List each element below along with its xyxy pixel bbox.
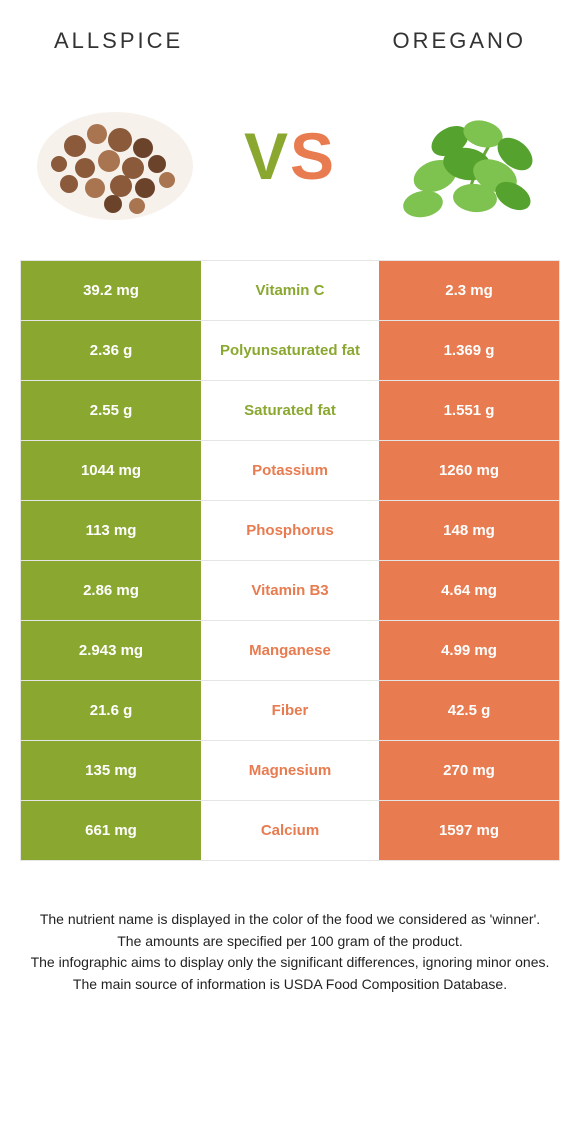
nutrient-label: Vitamin B3 — [201, 561, 379, 620]
right-value: 4.99 mg — [379, 621, 559, 680]
right-value: 148 mg — [379, 501, 559, 560]
left-value: 1044 mg — [21, 441, 201, 500]
nutrient-label: Magnesium — [201, 741, 379, 800]
nutrient-label: Manganese — [201, 621, 379, 680]
nutrient-label: Polyunsaturated fat — [201, 321, 379, 380]
table-row: 39.2 mgVitamin C2.3 mg — [21, 261, 559, 321]
nutrient-label: Phosphorus — [201, 501, 379, 560]
note-line: The main source of information is USDA F… — [28, 974, 552, 996]
table-row: 661 mgCalcium1597 mg — [21, 801, 559, 861]
nutrient-label: Vitamin C — [201, 261, 379, 320]
left-value: 661 mg — [21, 801, 201, 860]
oregano-image — [375, 76, 555, 236]
right-value: 270 mg — [379, 741, 559, 800]
comparison-header: Allspice Oregano — [0, 0, 580, 66]
table-row: 2.36 gPolyunsaturated fat1.369 g — [21, 321, 559, 381]
left-value: 21.6 g — [21, 681, 201, 740]
note-line: The infographic aims to display only the… — [28, 952, 552, 974]
allspice-icon — [25, 76, 205, 236]
vs-s: S — [290, 119, 336, 193]
right-value: 1597 mg — [379, 801, 559, 860]
nutrient-label: Calcium — [201, 801, 379, 860]
table-row: 2.55 gSaturated fat1.551 g — [21, 381, 559, 441]
nutrient-label: Fiber — [201, 681, 379, 740]
table-row: 135 mgMagnesium270 mg — [21, 741, 559, 801]
oregano-icon — [375, 76, 555, 236]
right-value: 42.5 g — [379, 681, 559, 740]
table-row: 21.6 gFiber42.5 g — [21, 681, 559, 741]
note-line: The nutrient name is displayed in the co… — [28, 909, 552, 931]
right-value: 1260 mg — [379, 441, 559, 500]
nutrient-label: Saturated fat — [201, 381, 379, 440]
left-value: 113 mg — [21, 501, 201, 560]
footer-notes: The nutrient name is displayed in the co… — [0, 861, 580, 996]
left-value: 39.2 mg — [21, 261, 201, 320]
table-row: 1044 mgPotassium1260 mg — [21, 441, 559, 501]
nutrient-label: Potassium — [201, 441, 379, 500]
header-left: Allspice — [54, 28, 183, 54]
nutrient-table: 39.2 mgVitamin C2.3 mg2.36 gPolyunsatura… — [20, 260, 560, 861]
table-row: 2.943 mgManganese4.99 mg — [21, 621, 559, 681]
table-row: 113 mgPhosphorus148 mg — [21, 501, 559, 561]
vs-label: VS — [244, 118, 336, 194]
right-value: 1.551 g — [379, 381, 559, 440]
right-value: 2.3 mg — [379, 261, 559, 320]
left-value: 2.36 g — [21, 321, 201, 380]
right-value: 1.369 g — [379, 321, 559, 380]
header-right: Oregano — [393, 28, 526, 54]
left-value: 2.86 mg — [21, 561, 201, 620]
left-value: 2.55 g — [21, 381, 201, 440]
right-value: 4.64 mg — [379, 561, 559, 620]
note-line: The amounts are specified per 100 gram o… — [28, 931, 552, 953]
table-row: 2.86 mgVitamin B34.64 mg — [21, 561, 559, 621]
left-value: 2.943 mg — [21, 621, 201, 680]
vs-v: V — [244, 119, 290, 193]
allspice-image — [25, 76, 205, 236]
left-value: 135 mg — [21, 741, 201, 800]
hero: VS — [0, 66, 580, 260]
